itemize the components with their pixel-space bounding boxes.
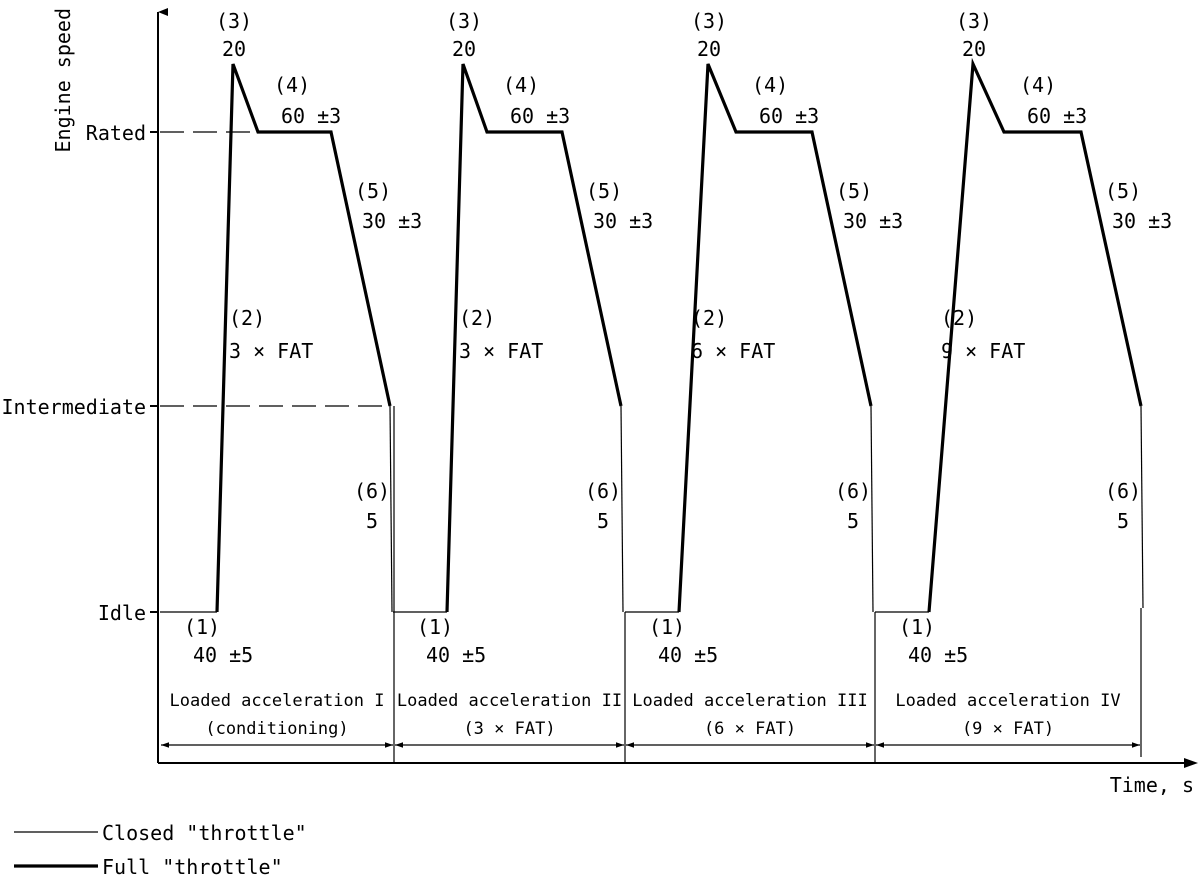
cycle-4-phase2-value: 9 × FAT [941,339,1025,363]
cycle-partitions: Loaded acceleration I (conditioning) Loade… [161,406,1142,763]
cycle-3-phase3-value: 20 [697,37,721,61]
cycle-1-phase5-value: 30 ±3 [362,209,422,233]
cycle-2-phase2-value: 3 × FAT [459,339,543,363]
cycle-4-phase6-number: (6) [1105,479,1141,503]
cycle-2-phase4-value: 60 ±3 [510,104,570,128]
cycle-4-phase4-number: (4) [1020,73,1056,97]
cycle-1-phase3-value: 20 [222,37,246,61]
cycle-4-phase3-value: 20 [962,37,986,61]
legend-closed-label: Closed "throttle" [102,821,307,845]
cycle-2-phase1-number: (1) [417,615,453,639]
cycle-2-phase2-number: (2) [459,306,495,330]
level-idle-label: Idle [98,601,146,625]
cycle-1-caption-subtitle: (conditioning) [205,719,348,739]
cycle-4-phase4-value: 60 ±3 [1027,104,1087,128]
cycle-4-phase3-number: (3) [956,9,992,33]
cycle-2-drop-segment [620,405,624,613]
speed-trace [160,57,1144,613]
cycle-1-phase1-value: 40 ±5 [193,643,253,667]
cycle-3-phase2-number: (2) [691,306,727,330]
cycle-4-full-throttle-trace [927,57,1143,613]
cycle-1-full-throttle-trace [215,63,392,613]
cycle-3-drop-segment [870,405,874,613]
cycle-3-full-throttle-trace [677,63,873,613]
phase-labels: (3) 20 (4) 60 ±3 (5) 30 ±3 (2) 3 × FAT (6) 5 (1) 40… [184,9,1172,667]
cycle-2-caption-subtitle: (3 × FAT) [463,719,555,739]
cycle-2-caption-title: Loaded acceleration II [397,691,622,711]
cycle-3-phase1-number: (1) [649,615,685,639]
cycle-2-phase3-value: 20 [452,37,476,61]
cycle-3-phase2-value: 6 × FAT [691,339,775,363]
cycle-1-phase6-value: 5 [366,509,378,533]
cycle-4-drop-segment [1140,405,1144,609]
cycle-4-phase2-number: (2) [941,306,977,330]
level-intermediate-label: Intermediate [2,395,147,419]
cycle-4-phase5-value: 30 ±3 [1112,209,1172,233]
cycle-1-caption-title: Loaded acceleration I [170,691,385,711]
x-axis-label: Time, s [1110,773,1194,797]
cycle-2-phase3-number: (3) [446,9,482,33]
cycle-3-caption-subtitle: (6 × FAT) [704,719,796,739]
cycle-3-phase5-value: 30 ±3 [843,209,903,233]
cycle-4-phase1-value: 40 ±5 [908,643,968,667]
cycle-4-caption-subtitle: (9 × FAT) [962,719,1054,739]
cycle-2-full-throttle-trace [445,63,623,613]
cycle-3-phase4-value: 60 ±3 [759,104,819,128]
cycle-3-phase6-number: (6) [835,479,871,503]
cycle-3-phase6-value: 5 [847,509,859,533]
cycle-2-phase1-value: 40 ±5 [426,643,486,667]
cycle-1-drop-segment [389,405,393,613]
legend-full-label: Full "throttle" [102,855,283,879]
cycle-2-phase6-number: (6) [585,479,621,503]
cycle-2-phase5-number: (5) [586,179,622,203]
cycle-1-phase6-number: (6) [354,479,390,503]
cycle-4-phase1-number: (1) [899,615,935,639]
x-axis-arrowhead [1184,758,1198,768]
cycle-3-phase5-number: (5) [836,179,872,203]
cycle-3-caption-title: Loaded acceleration III [632,691,867,711]
cycle-4-phase6-value: 5 [1117,509,1129,533]
cycle-2-phase4-number: (4) [503,73,539,97]
cycle-2-phase6-value: 5 [597,509,609,533]
cycle-1-phase3-number: (3) [216,9,252,33]
cycle-3-phase3-number: (3) [691,9,727,33]
cycle-3-phase4-number: (4) [752,73,788,97]
cycle-1-phase1-number: (1) [184,615,220,639]
cycle-2-phase5-value: 30 ±3 [593,209,653,233]
cycle-3-phase1-value: 40 ±5 [658,643,718,667]
cycle-4-phase5-number: (5) [1105,179,1141,203]
cycle-1-phase2-number: (2) [229,306,265,330]
legend: Closed "throttle" Full "throttle" [14,821,307,879]
cycle-1-phase2-value: 3 × FAT [229,339,313,363]
y-axis-label: Engine speed [51,8,75,153]
cycle-1-phase4-value: 60 ±3 [281,104,341,128]
cycle-1-phase5-number: (5) [355,179,391,203]
cycle-4-caption-title: Loaded acceleration IV [895,691,1120,711]
level-rated-label: Rated [86,121,146,145]
cycle-1-phase4-number: (4) [274,73,310,97]
